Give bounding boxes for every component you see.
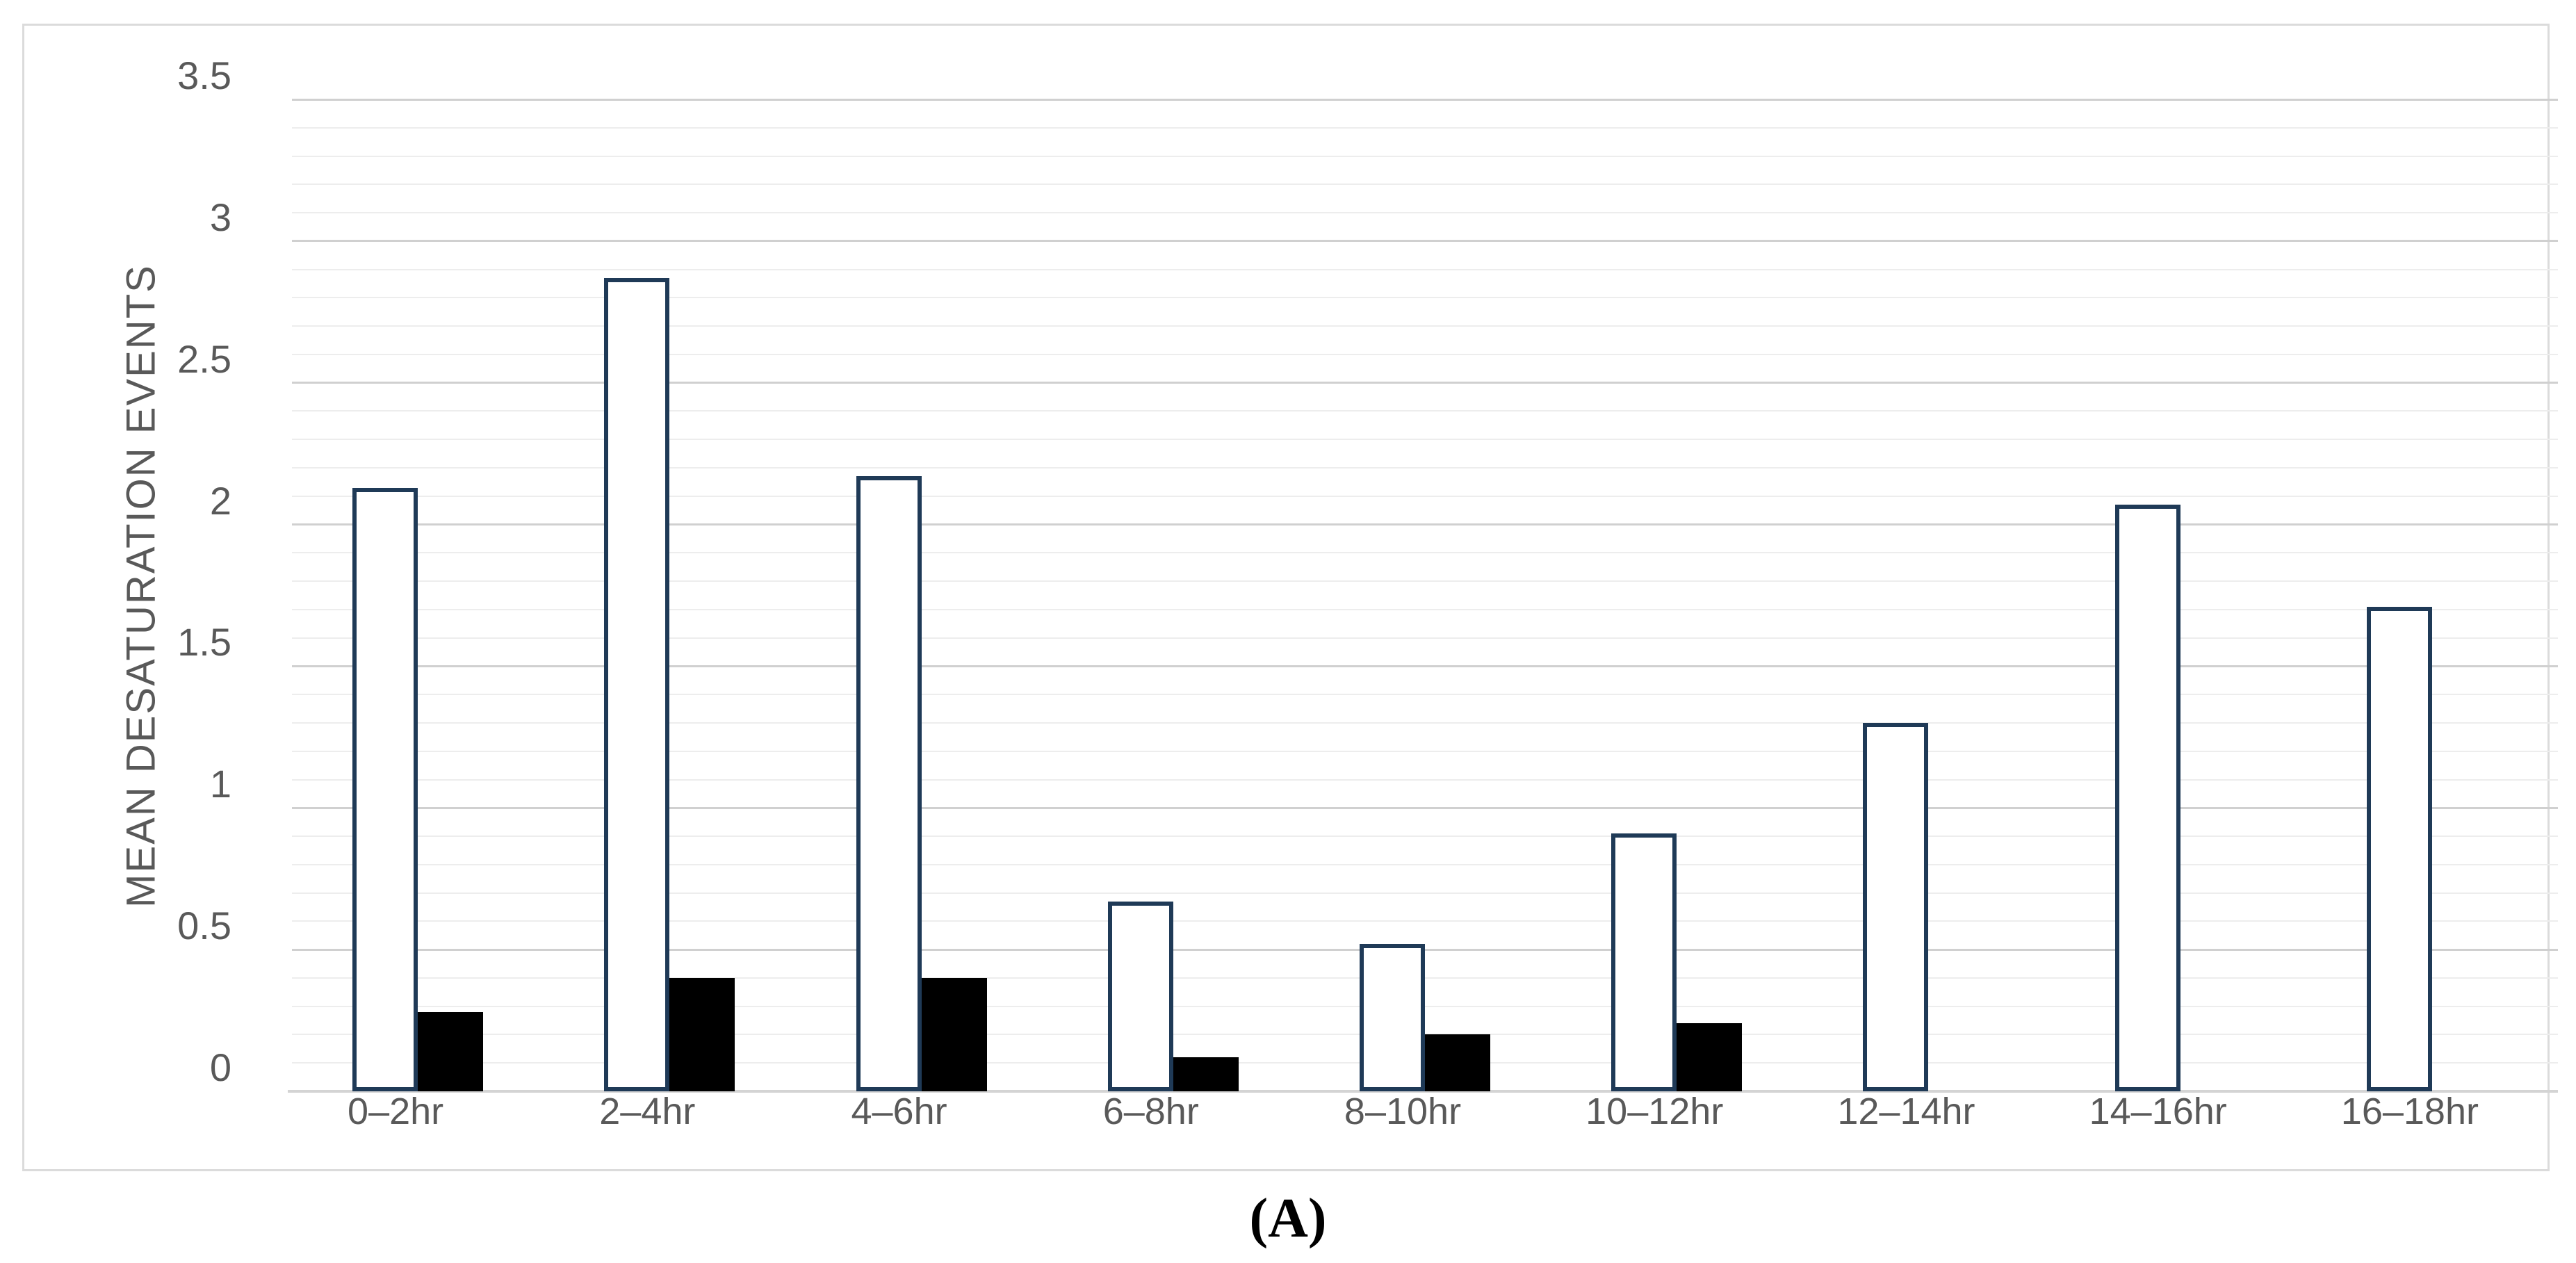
plot-area xyxy=(288,98,2558,1093)
bar-black-8–10hr xyxy=(1425,1034,1490,1091)
bar-black-0–2hr xyxy=(418,1012,484,1091)
minor-gridline xyxy=(292,155,2558,157)
minor-gridline xyxy=(292,637,2558,639)
y-tick-label-2: 2 xyxy=(209,478,231,523)
bar-white-12–14hr xyxy=(1863,723,1929,1091)
major-gridline xyxy=(292,948,2558,951)
minor-gridline xyxy=(292,836,2558,838)
major-gridline xyxy=(292,98,2558,101)
minor-gridline xyxy=(292,920,2558,922)
y-tick-label-2.5: 2.5 xyxy=(177,336,231,381)
bar-white-16–18hr xyxy=(2366,607,2432,1091)
bar-white-10–12hr xyxy=(1611,833,1677,1091)
y-tick-label-1.5: 1.5 xyxy=(177,620,231,665)
major-gridline xyxy=(292,806,2558,809)
minor-gridline xyxy=(292,580,2558,582)
y-tick-label-3.5: 3.5 xyxy=(177,54,231,97)
major-gridline xyxy=(292,523,2558,526)
minor-gridline xyxy=(292,552,2558,554)
x-category-label-12–14hr: 12–14hr xyxy=(1837,1091,1975,1132)
x-category-label-16–18hr: 16–18hr xyxy=(2340,1091,2479,1132)
minor-gridline xyxy=(292,410,2558,412)
bar-white-2–4hr xyxy=(604,278,670,1091)
minor-gridline xyxy=(292,495,2558,497)
bar-white-6–8hr xyxy=(1107,902,1173,1091)
y-tick-label-1: 1 xyxy=(209,762,231,806)
bar-white-8–10hr xyxy=(1360,944,1425,1091)
bar-white-0–2hr xyxy=(352,488,418,1091)
bar-white-14–16hr xyxy=(2114,505,2180,1091)
x-category-label-6–8hr: 6–8hr xyxy=(1102,1091,1199,1132)
minor-gridline xyxy=(292,892,2558,894)
minor-gridline xyxy=(292,1005,2558,1007)
x-axis-line xyxy=(288,1090,2558,1093)
x-category-label-0–2hr: 0–2hr xyxy=(348,1091,444,1132)
minor-gridline xyxy=(292,212,2558,214)
y-tick-label-3: 3 xyxy=(209,195,231,239)
chart-area-frame: MEAN DESATURATION EVENTS 3.5 3 2.5 2 1.5 1 0.5… xyxy=(22,24,2558,1171)
x-category-label-10–12hr: 10–12hr xyxy=(1585,1091,1724,1132)
bar-white-4–6hr xyxy=(856,476,922,1091)
minor-gridline xyxy=(292,467,2558,469)
major-gridline xyxy=(292,665,2558,667)
minor-gridline xyxy=(292,268,2558,270)
minor-gridline xyxy=(292,325,2558,327)
x-category-label-14–16hr: 14–16hr xyxy=(2089,1091,2227,1132)
major-gridline xyxy=(292,382,2558,384)
minor-gridline xyxy=(292,977,2558,979)
minor-gridline xyxy=(292,863,2558,865)
minor-gridline xyxy=(292,439,2558,441)
bar-black-6–8hr xyxy=(1173,1057,1239,1091)
minor-gridline xyxy=(292,127,2558,129)
x-category-label-4–6hr: 4–6hr xyxy=(851,1091,947,1132)
x-category-label-8–10hr: 8–10hr xyxy=(1344,1091,1462,1132)
minor-gridline xyxy=(292,722,2558,724)
minor-gridline xyxy=(292,608,2558,610)
minor-gridline xyxy=(292,297,2558,299)
bar-black-2–4hr xyxy=(669,978,735,1091)
y-tick-label-0: 0 xyxy=(209,1045,231,1089)
y-tick-label-0.5: 0.5 xyxy=(177,904,231,948)
bar-black-4–6hr xyxy=(921,978,987,1091)
minor-gridline xyxy=(292,750,2558,752)
major-gridline xyxy=(292,240,2558,243)
x-category-label-2–4hr: 2–4hr xyxy=(599,1091,696,1132)
minor-gridline xyxy=(292,184,2558,186)
panel-caption: (A) xyxy=(1249,1188,1327,1249)
minor-gridline xyxy=(292,779,2558,781)
minor-gridline xyxy=(292,353,2558,355)
minor-gridline xyxy=(292,694,2558,696)
bar-black-10–12hr xyxy=(1677,1023,1743,1091)
